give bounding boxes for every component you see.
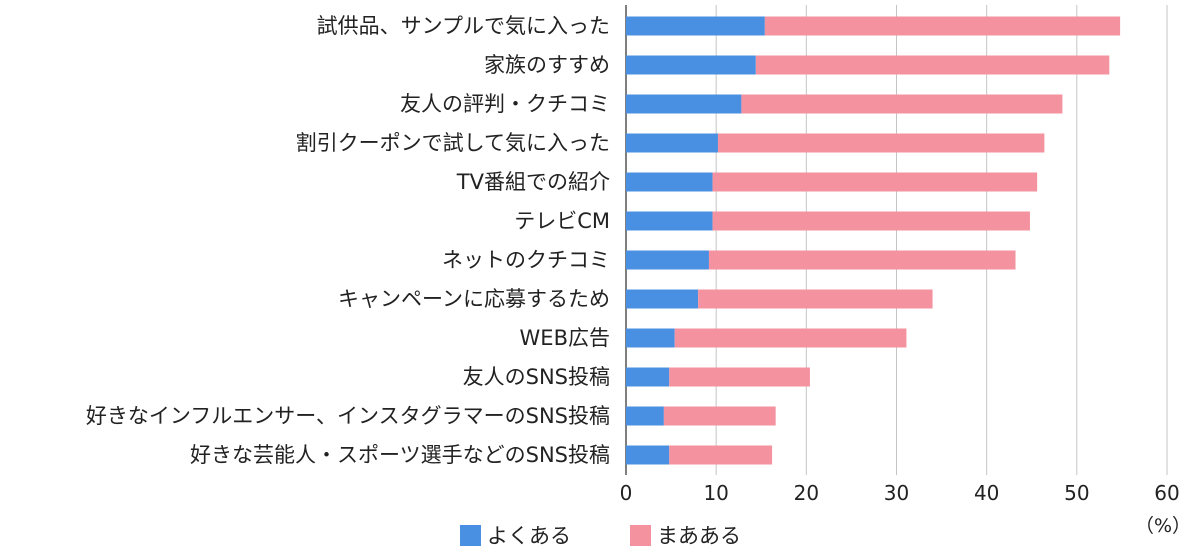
category-label: キャンペーンに応募するため bbox=[338, 287, 610, 311]
bar-series1-2 bbox=[626, 94, 742, 114]
grid-lines bbox=[625, 5, 1168, 475]
legend-swatch-2 bbox=[630, 525, 651, 546]
unit-label: （%） bbox=[1135, 515, 1191, 537]
bar-series2-5 bbox=[712, 211, 1030, 231]
bar-series1-8 bbox=[626, 328, 675, 348]
bar-series1-0 bbox=[626, 16, 765, 36]
bar-series1-1 bbox=[626, 55, 756, 75]
bar-series1-9 bbox=[626, 367, 670, 387]
x-tick-labels: 0 10 20 30 40 50 60 bbox=[620, 481, 1180, 505]
bars bbox=[626, 16, 1121, 465]
category-label: WEB広告 bbox=[520, 326, 610, 350]
bar-series2-4 bbox=[712, 172, 1038, 192]
category-label: 友人のSNS投稿 bbox=[463, 365, 610, 389]
x-tick-30: 30 bbox=[884, 481, 909, 505]
bar-series2-2 bbox=[741, 94, 1063, 114]
x-tick-10: 10 bbox=[703, 481, 728, 505]
bar-series1-10 bbox=[626, 406, 664, 426]
bar-series1-11 bbox=[626, 445, 670, 465]
x-tick-0: 0 bbox=[620, 481, 633, 505]
category-label: 割引クーポンで試して気に入った bbox=[296, 131, 610, 155]
category-label: テレビCM bbox=[514, 209, 610, 233]
category-labels: 試供品、サンプルで気に入った家族のすすめ友人の評判・クチコミ割引クーポンで試して… bbox=[86, 14, 610, 467]
bar-series2-10 bbox=[663, 406, 776, 426]
bar-series2-9 bbox=[669, 367, 810, 387]
bar-series1-4 bbox=[626, 172, 713, 192]
legend: よくある まあある bbox=[460, 524, 741, 548]
x-tick-50: 50 bbox=[1064, 481, 1089, 505]
category-label: 試供品、サンプルで気に入った bbox=[317, 14, 610, 38]
category-label: 家族のすすめ bbox=[484, 53, 610, 77]
bar-series1-7 bbox=[626, 289, 699, 309]
bar-series2-0 bbox=[764, 16, 1121, 36]
bar-series2-1 bbox=[755, 55, 1110, 75]
bar-series1-3 bbox=[626, 133, 718, 153]
bar-series2-3 bbox=[717, 133, 1045, 153]
bar-series2-6 bbox=[708, 250, 1016, 270]
bar-series2-11 bbox=[669, 445, 773, 465]
x-tick-20: 20 bbox=[794, 481, 819, 505]
category-label: 友人の評判・クチコミ bbox=[400, 92, 610, 116]
category-label: 好きな芸能人・スポーツ選手などのSNS投稿 bbox=[190, 443, 610, 467]
category-label: TV番組での紹介 bbox=[456, 170, 610, 194]
bar-series1-6 bbox=[626, 250, 709, 270]
category-label: ネットのクチコミ bbox=[442, 248, 610, 272]
legend-label-1: よくある bbox=[487, 524, 571, 548]
category-label: 好きなインフルエンサー、インスタグラマーのSNS投稿 bbox=[86, 404, 610, 428]
bar-series2-8 bbox=[674, 328, 907, 348]
legend-label-2: まあある bbox=[657, 524, 741, 548]
x-tick-60: 60 bbox=[1154, 481, 1179, 505]
bar-series2-7 bbox=[698, 289, 933, 309]
legend-swatch-1 bbox=[460, 525, 481, 546]
bar-series1-5 bbox=[626, 211, 713, 231]
x-tick-40: 40 bbox=[974, 481, 999, 505]
